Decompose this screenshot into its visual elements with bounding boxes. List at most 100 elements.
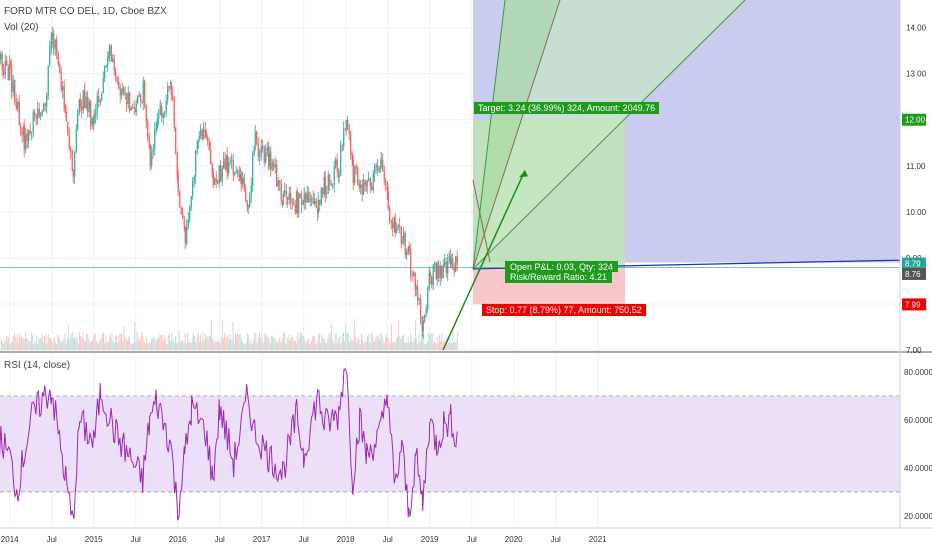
candle-body [65,111,67,122]
candle-body [340,145,342,176]
candle-body [291,202,293,203]
price-axis-tag-label: 8.76 [905,270,921,279]
volume-bar [110,336,112,350]
candle-body [135,103,137,113]
volume-bar [163,340,164,350]
candle-body [234,173,236,175]
volume-bar [130,343,132,350]
candle-body [306,192,308,203]
candle-body [57,52,59,65]
volume-bar [175,336,176,350]
volume-bar [424,343,426,350]
volume-bar [440,340,442,350]
candle-body [208,141,210,151]
volume-bar [21,336,23,350]
candle-body [338,175,340,177]
volume-bar [290,338,292,350]
candle-body [93,116,95,124]
volume-bar [443,339,445,350]
volume-bar [69,339,71,350]
volume-bar [397,336,398,350]
volume-bar [37,343,38,350]
volume-bar [177,342,179,350]
candle-body [303,193,305,202]
volume-bar [418,334,420,350]
volume-bar [79,332,80,350]
volume-bar [247,333,248,350]
volume-bar [146,337,148,350]
volume-bar [343,333,344,350]
risk-reward-label[interactable]: Risk/Reward Ratio: 4.21 [505,272,613,283]
stop-label[interactable]: Stop: 0.77 (8.79%) 77, Amount: 750.52 [482,304,646,316]
volume-bar [278,339,280,350]
volume-bar [171,333,173,350]
volume-bar [189,342,191,350]
candle-body [162,113,164,118]
candle-body [396,227,398,234]
rsi-legend[interactable]: RSI (14, close) [4,360,71,371]
candle-body [165,100,167,112]
open-pnl-label[interactable]: Open P&L: 0.03, Qty: 324 [505,261,619,272]
volume-bar [376,336,378,350]
candle-body [287,196,289,200]
volume-bar [49,338,50,350]
candle-body [344,129,346,131]
volume-bar [373,342,374,350]
volume-bar [170,341,172,350]
candle-body [237,170,239,172]
target-label[interactable]: Target: 3.24 (36.99%) 324, Amount: 2049.… [474,102,660,114]
volume-bar [412,341,414,350]
candle-body [308,192,310,202]
candle-body [220,164,222,182]
candle-body [207,137,209,142]
volume-bar [22,338,24,350]
forecast-line [472,179,491,263]
price-axis-tag [902,257,926,270]
candle-body [357,167,359,182]
volume-bar [442,342,444,350]
volume-bar [338,337,340,350]
volume-bar [85,341,86,350]
candle-body [442,264,444,278]
volume-bar [365,340,367,350]
volume-legend[interactable]: Vol (20) [4,22,39,33]
candle-body [260,146,262,156]
volume-bar [245,342,247,350]
volume-bar [118,334,120,350]
volume-bar [224,333,226,350]
volume-bar [367,335,368,350]
candle-body [54,39,56,49]
volume-bar [172,339,174,350]
volume-bar [429,335,431,350]
candle-body [177,177,179,191]
candle-body [53,33,55,49]
candle-body [217,181,219,184]
candle-body [456,256,458,264]
volume-bar [145,343,146,350]
volume-bar [32,335,34,350]
volume-bar [242,342,244,350]
volume-bar [283,332,284,350]
volume-bar [221,319,223,350]
volume-bar [89,342,91,350]
symbol-legend[interactable]: FORD MTR CO DEL, 1D, Cboe BZX [4,6,167,17]
candle-body [320,188,322,205]
fan-line [472,0,561,270]
candle-body [404,233,406,256]
candle-body [49,49,51,66]
candle-body [348,129,350,133]
volume-bar [187,332,188,350]
candle-body [43,104,45,112]
volume-bar [34,341,36,350]
volume-bar [197,332,199,350]
volume-bar [261,334,263,350]
candle-body [273,162,275,168]
volume-bar [417,343,419,350]
candle-body [368,177,370,181]
volume-bar [117,342,119,350]
candle-body [118,81,120,89]
volume-bar [236,334,238,350]
volume-bar [38,338,40,350]
